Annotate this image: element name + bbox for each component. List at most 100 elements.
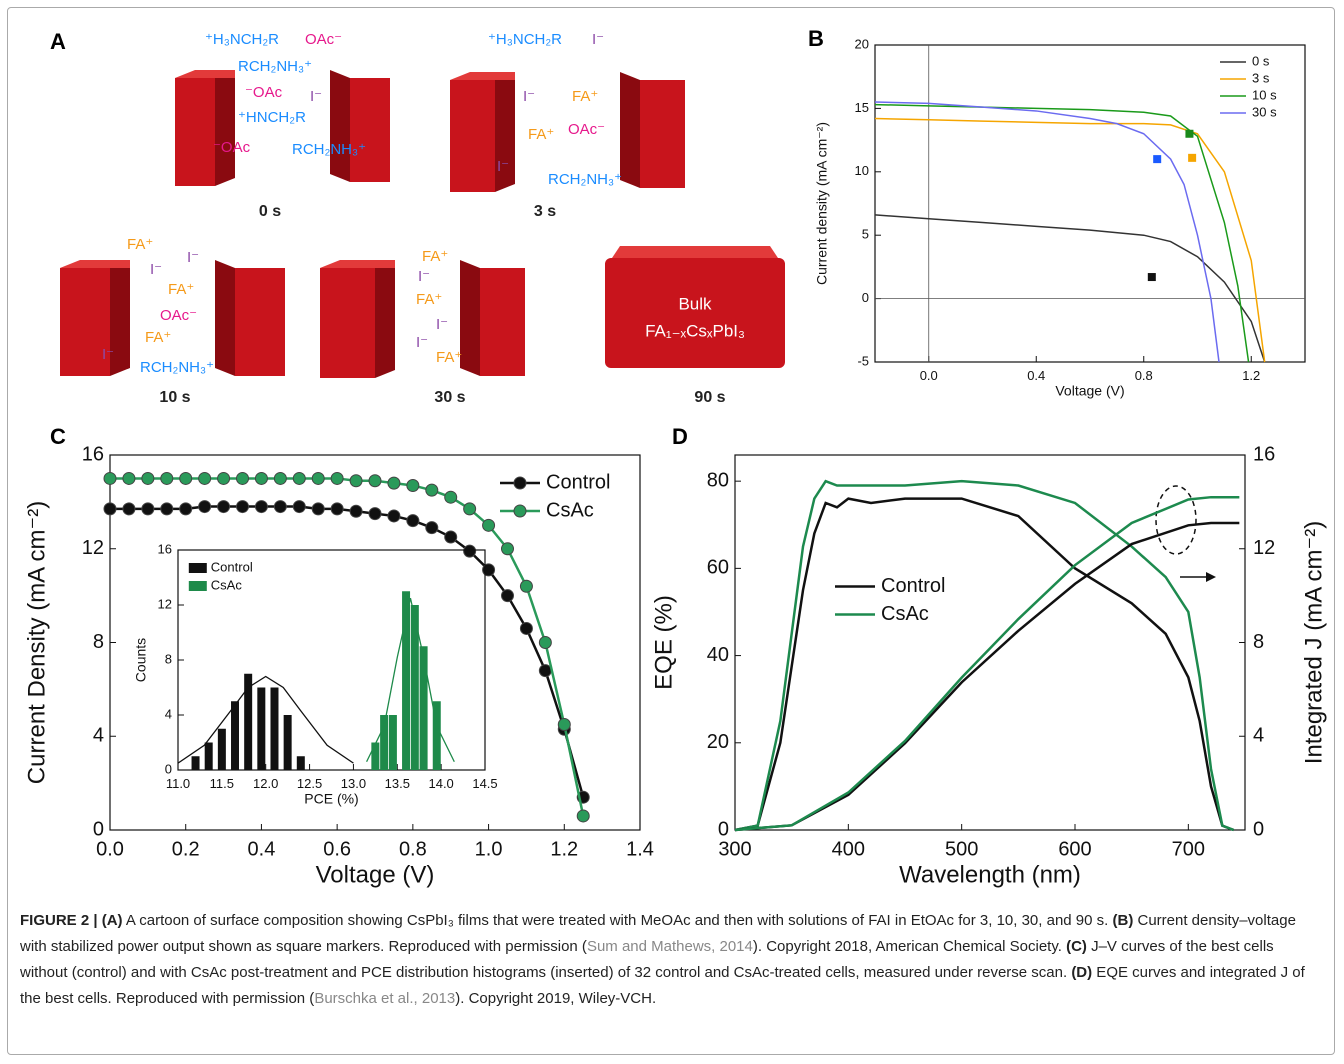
series-marker xyxy=(463,502,477,516)
caption-bold: (D) xyxy=(1071,964,1093,981)
legend-marker xyxy=(513,504,527,518)
x-tick-label: 400 xyxy=(832,838,865,860)
series-marker xyxy=(519,579,533,593)
series-marker xyxy=(387,509,401,523)
crystal-blocks xyxy=(60,70,785,378)
series-marker xyxy=(557,718,571,732)
bar xyxy=(419,646,428,770)
caption-reference: Burschka et al., 2013 xyxy=(314,990,456,1007)
ion-label: FA⁺ xyxy=(168,281,194,298)
x-tick-label: 14.0 xyxy=(428,776,453,791)
ion-label: ⁺H₃NCH₂R xyxy=(488,31,562,48)
x-tick-label: 1.2 xyxy=(1242,368,1260,383)
series-marker xyxy=(179,502,193,516)
series-line xyxy=(734,497,1235,832)
series-marker xyxy=(501,589,514,603)
series-marker xyxy=(330,502,344,516)
ion-label: FA⁺ xyxy=(416,291,442,308)
legend-label: CsAc xyxy=(881,603,929,625)
caption-bold: (B) xyxy=(1112,912,1134,929)
ion-label: OAc⁻ xyxy=(568,121,605,138)
ion-label: RCH₂NH₃⁺ xyxy=(292,141,366,158)
panel-label: C xyxy=(50,424,66,449)
y-tick-label: 80 xyxy=(707,469,729,491)
series-line xyxy=(734,521,1240,832)
series-line xyxy=(874,101,1220,363)
ion-label: RCH₂NH₃⁺ xyxy=(238,58,312,75)
x-tick-label: 0.0 xyxy=(96,838,124,860)
annotation-arrowhead xyxy=(1206,572,1216,582)
series-marker xyxy=(103,502,117,516)
legend-label: Control xyxy=(881,575,945,597)
time-label: 10 s xyxy=(159,389,190,406)
x-tick-label: 0.4 xyxy=(1027,368,1045,383)
x-tick-label: 13.5 xyxy=(385,776,410,791)
caption-text: A cartoon of surface composition showing… xyxy=(122,912,1113,929)
legend-label: 0 s xyxy=(1252,53,1270,68)
ion-label: I⁻ xyxy=(436,316,448,333)
series-marker xyxy=(292,471,306,485)
y-tick-label: 12 xyxy=(158,596,172,611)
series-marker xyxy=(349,504,363,518)
y-tick-label: 0 xyxy=(165,761,172,776)
y-axis-label: Current density (mA cm⁻²) xyxy=(814,122,830,285)
series-marker xyxy=(482,563,496,577)
x-tick-label: 11.0 xyxy=(166,776,190,791)
series-line xyxy=(734,495,1240,832)
bar xyxy=(270,687,279,770)
series-marker xyxy=(349,474,363,488)
series-marker xyxy=(444,530,458,544)
stabilized-point xyxy=(1185,129,1194,138)
y-tick-label: 16 xyxy=(158,541,172,556)
series-marker xyxy=(236,500,249,514)
legend-swatch xyxy=(188,581,207,591)
ion-label: I⁻ xyxy=(523,88,535,105)
stabilized-point xyxy=(1147,273,1156,282)
panel-label: B xyxy=(808,26,824,51)
legend-label: 30 s xyxy=(1252,104,1277,119)
y-tick-label: 0 xyxy=(862,290,869,305)
bulk-label: Bulk xyxy=(678,294,712,313)
block-front xyxy=(350,78,390,182)
stabilized-point xyxy=(1188,153,1197,162)
y-tick-label: 12 xyxy=(82,537,104,559)
x-tick-label: 13.0 xyxy=(341,776,366,791)
ion-label: FA⁺ xyxy=(127,236,153,253)
y-tick-label: 16 xyxy=(82,443,104,465)
ion-label: ⁺H₃NCH₂R xyxy=(205,31,279,48)
x-axis-label: Voltage (V) xyxy=(316,861,435,888)
series-marker xyxy=(160,471,174,485)
panel-label: A xyxy=(50,29,66,54)
block-front xyxy=(175,78,215,186)
x-tick-label: 12.5 xyxy=(297,776,322,791)
y2-tick-label: 16 xyxy=(1253,443,1275,465)
x-tick-label: 500 xyxy=(945,838,978,860)
series-marker xyxy=(311,502,325,516)
block-side xyxy=(620,72,640,188)
bar xyxy=(204,742,213,770)
bulk-label: FA₁₋ₓCsₓPbI₃ xyxy=(645,321,745,340)
series-marker xyxy=(576,809,590,823)
y-tick-label: 4 xyxy=(165,706,172,721)
y-tick-label: 8 xyxy=(93,631,104,653)
series-line xyxy=(734,479,1235,832)
x-tick-label: 11.5 xyxy=(210,776,234,791)
caption-bold: (C) xyxy=(1066,938,1087,955)
y-tick-label: 5 xyxy=(862,227,869,242)
series-marker xyxy=(538,664,552,678)
figure-frame xyxy=(7,7,1335,1055)
series-marker xyxy=(463,544,477,558)
legend-label: CsAc xyxy=(211,577,243,592)
series-marker xyxy=(254,500,268,514)
caption-bold: FIGURE 2 | (A) xyxy=(20,912,123,929)
bar xyxy=(432,701,441,770)
series-marker xyxy=(368,474,382,488)
series-marker xyxy=(254,471,268,485)
x-tick-label: 0.2 xyxy=(172,838,200,860)
stabilized-point xyxy=(1153,155,1162,164)
y2-tick-label: 12 xyxy=(1253,537,1275,559)
series-marker xyxy=(292,500,306,514)
y2-axis-label: Integrated J (mA cm⁻²) xyxy=(1300,521,1327,764)
ion-label: RCH₂NH₃⁺ xyxy=(548,171,622,188)
ion-label: FA⁺ xyxy=(528,126,554,143)
